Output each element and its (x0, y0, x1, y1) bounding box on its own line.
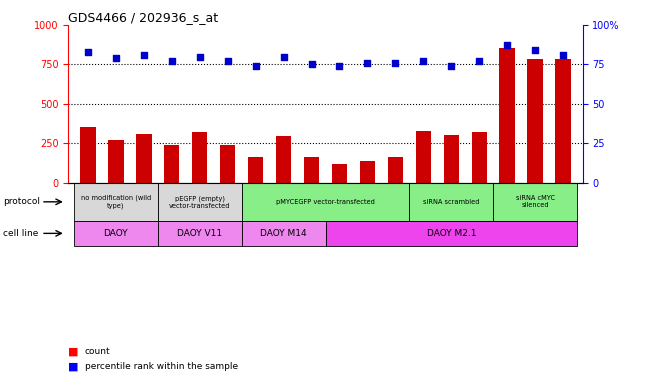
Bar (527, 59, 543, 183)
Text: protocol: protocol (3, 197, 40, 206)
Bar (74, 221, 158, 246)
Text: ■: ■ (68, 346, 79, 356)
Bar (192, 132, 208, 183)
Bar (493, 183, 577, 221)
Bar (471, 132, 487, 183)
Bar (108, 140, 124, 183)
Text: pEGFP (empty)
vector-transfected: pEGFP (empty) vector-transfected (169, 195, 230, 209)
Point (251, 63, 261, 69)
Text: count: count (85, 347, 110, 356)
Bar (332, 164, 347, 183)
Point (83, 49, 93, 55)
Bar (326, 221, 577, 246)
Point (279, 53, 289, 60)
Point (474, 58, 484, 64)
Point (223, 58, 233, 64)
Bar (555, 59, 571, 183)
Bar (80, 127, 96, 183)
Bar (276, 136, 291, 183)
Bar (158, 183, 242, 221)
Point (502, 42, 512, 48)
Point (362, 60, 372, 66)
Point (111, 55, 121, 61)
Text: DAOY: DAOY (104, 229, 128, 238)
Point (390, 60, 400, 66)
Bar (136, 134, 152, 183)
Bar (360, 161, 375, 183)
Text: pMYCEGFP vector-transfected: pMYCEGFP vector-transfected (276, 199, 375, 205)
Text: DAOY V11: DAOY V11 (177, 229, 222, 238)
Text: ■: ■ (68, 362, 79, 372)
Text: siRNA cMYC
silenced: siRNA cMYC silenced (516, 195, 555, 209)
Bar (443, 136, 459, 183)
Bar (242, 183, 409, 221)
Point (334, 63, 344, 69)
Text: DAOY M2.1: DAOY M2.1 (426, 229, 476, 238)
Point (139, 52, 149, 58)
Text: no modification (wild
type): no modification (wild type) (81, 195, 151, 209)
Text: siRNA scrambled: siRNA scrambled (423, 199, 480, 205)
Bar (499, 48, 515, 183)
Bar (409, 183, 493, 221)
Bar (158, 221, 242, 246)
Bar (220, 145, 236, 183)
Bar (415, 131, 431, 183)
Bar (304, 157, 319, 183)
Point (446, 63, 456, 69)
Bar (388, 157, 403, 183)
Text: DAOY M14: DAOY M14 (260, 229, 307, 238)
Point (530, 47, 540, 53)
Bar (248, 157, 263, 183)
Text: cell line: cell line (3, 229, 38, 238)
Point (418, 58, 428, 64)
Bar (74, 183, 158, 221)
Bar (164, 145, 180, 183)
Text: GDS4466 / 202936_s_at: GDS4466 / 202936_s_at (68, 11, 219, 24)
Text: percentile rank within the sample: percentile rank within the sample (85, 362, 238, 371)
Point (195, 53, 205, 60)
Bar (242, 221, 326, 246)
Point (167, 58, 177, 64)
Point (558, 52, 568, 58)
Point (307, 61, 317, 68)
